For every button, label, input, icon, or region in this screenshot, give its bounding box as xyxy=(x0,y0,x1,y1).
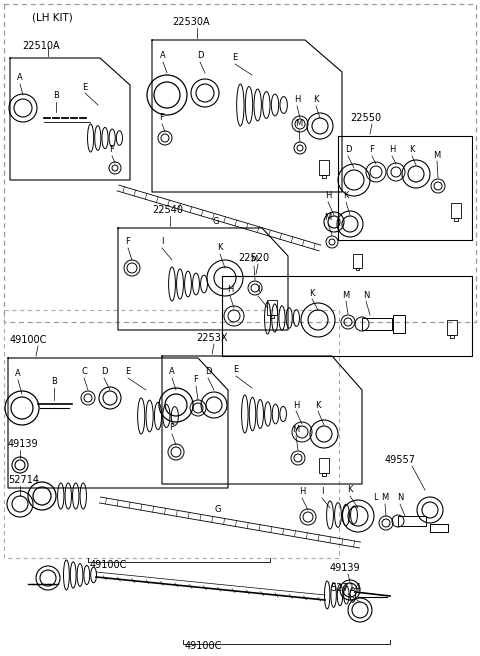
Bar xyxy=(267,300,277,315)
Text: A: A xyxy=(17,73,23,83)
Bar xyxy=(447,320,457,335)
Text: F: F xyxy=(169,424,174,432)
Text: 2253X: 2253X xyxy=(196,333,228,343)
Text: D: D xyxy=(205,367,211,377)
Bar xyxy=(450,335,454,338)
Text: 22520: 22520 xyxy=(238,253,269,263)
Text: D: D xyxy=(197,52,203,60)
Text: H: H xyxy=(325,192,331,201)
Text: K: K xyxy=(309,289,315,298)
Text: F: F xyxy=(370,146,374,155)
Bar xyxy=(393,315,405,333)
Bar xyxy=(352,254,361,268)
Text: M: M xyxy=(292,426,300,434)
Text: 22530A: 22530A xyxy=(172,17,210,27)
Text: 22550: 22550 xyxy=(350,113,381,123)
Text: E: E xyxy=(125,367,131,377)
Text: L: L xyxy=(372,493,377,502)
Bar xyxy=(430,524,448,532)
Text: D: D xyxy=(101,367,107,377)
Text: 49100C: 49100C xyxy=(185,641,222,651)
Text: F: F xyxy=(109,146,114,155)
Text: K: K xyxy=(313,96,319,104)
Text: 22540: 22540 xyxy=(152,205,183,215)
Text: F: F xyxy=(159,113,165,123)
Bar xyxy=(270,315,274,318)
Text: N: N xyxy=(363,291,369,300)
Text: 49557: 49557 xyxy=(385,455,416,465)
Text: H: H xyxy=(389,146,395,155)
Text: K: K xyxy=(343,192,349,201)
Text: B: B xyxy=(51,377,57,386)
Text: M: M xyxy=(433,150,441,159)
Text: I: I xyxy=(161,237,163,247)
Text: K: K xyxy=(217,243,223,253)
Text: M: M xyxy=(324,213,332,222)
Text: 52714: 52714 xyxy=(8,475,39,485)
Text: A: A xyxy=(169,367,175,377)
Bar xyxy=(323,473,325,476)
Text: M: M xyxy=(295,119,302,129)
Text: M: M xyxy=(342,291,349,300)
Text: 49139: 49139 xyxy=(8,439,38,449)
Text: K: K xyxy=(347,485,353,495)
Text: 22510A: 22510A xyxy=(22,41,60,51)
Text: 49100C: 49100C xyxy=(10,335,48,345)
Bar xyxy=(362,318,392,330)
Bar xyxy=(319,160,329,175)
Text: (LH KIT): (LH KIT) xyxy=(32,13,73,23)
Bar xyxy=(356,268,359,270)
Bar xyxy=(451,203,461,218)
Text: E: E xyxy=(232,54,238,62)
Text: F: F xyxy=(193,375,198,384)
Text: 52714: 52714 xyxy=(330,583,361,593)
Bar xyxy=(4,310,339,558)
Text: I: I xyxy=(321,487,323,497)
Text: N: N xyxy=(397,493,403,502)
Text: F: F xyxy=(126,237,131,247)
Bar xyxy=(398,516,426,526)
Bar xyxy=(319,458,329,473)
Text: M: M xyxy=(251,255,258,264)
Text: K: K xyxy=(315,401,321,409)
Text: E: E xyxy=(233,365,239,375)
Text: B: B xyxy=(53,91,59,100)
Text: H: H xyxy=(227,285,233,295)
Text: K: K xyxy=(409,146,415,155)
Text: 49100C: 49100C xyxy=(90,560,127,570)
Bar xyxy=(455,218,457,221)
Text: H: H xyxy=(293,401,299,409)
Text: A: A xyxy=(160,52,166,60)
Text: H: H xyxy=(299,487,305,497)
Text: G: G xyxy=(213,218,219,226)
Text: I: I xyxy=(257,285,259,295)
Text: 49139: 49139 xyxy=(330,563,360,573)
Text: C: C xyxy=(81,367,87,377)
Bar xyxy=(323,175,325,178)
Bar xyxy=(4,4,476,322)
Text: M: M xyxy=(382,493,389,502)
Text: E: E xyxy=(83,83,88,91)
Text: H: H xyxy=(294,96,300,104)
Text: A: A xyxy=(15,369,21,379)
Text: G: G xyxy=(215,506,221,514)
Text: D: D xyxy=(345,146,351,155)
